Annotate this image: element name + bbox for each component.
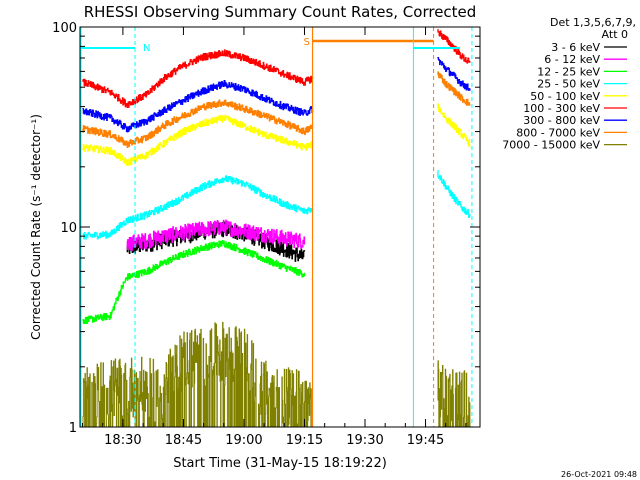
- legend-label-8: 7000 - 15000 keV: [502, 139, 600, 152]
- x-tick-label-3: 19:15: [286, 433, 323, 448]
- legend-label-2: 12 - 25 keV: [537, 65, 600, 78]
- legend-label-1: 6 - 12 keV: [544, 53, 600, 66]
- series-line-300-800keV: [437, 57, 471, 91]
- marker-label-saa: S: [304, 37, 310, 48]
- legend-label-5: 100 - 300 keV: [523, 102, 600, 115]
- series-line-6-12keV: [126, 219, 306, 252]
- chart-title: RHESSI Observing Summary Count Rates, Co…: [84, 3, 477, 21]
- series-line-100-300keV: [82, 49, 314, 108]
- y-tick-label-2: 100: [52, 21, 77, 36]
- plot-area: NS: [80, 27, 473, 428]
- legend-label-0: 3 - 6 keV: [551, 41, 600, 54]
- series-line-800-7000keV: [437, 71, 471, 106]
- series-line-12-25keV: [82, 240, 306, 325]
- series-line-50-100keV: [437, 103, 471, 148]
- series-line-7000-15000keV: [437, 360, 471, 428]
- series-line-7000-15000keV: [82, 321, 313, 428]
- series-line-25-50keV: [437, 170, 471, 218]
- y-tick-label-0: 1: [69, 421, 77, 436]
- legend-header-line-2: Att 0: [602, 28, 628, 41]
- legend-label-6: 300 - 800 keV: [523, 114, 600, 127]
- footer-date: 26-Oct-2021 09:48: [561, 470, 637, 479]
- legend-header-line-1: Det 1,3,5,6,7,9,: [550, 16, 636, 29]
- y-axis-label: Corrected Count Rate (s⁻¹ detector⁻¹): [29, 114, 43, 340]
- series-line-25-50keV: [82, 175, 314, 240]
- legend-label-3: 25 - 50 keV: [537, 78, 600, 91]
- series-line-300-800keV: [82, 79, 314, 133]
- x-tick-label-5: 19:45: [407, 433, 444, 448]
- axes: 18:30 18:45 19:00 19:15 19:30 19:45 1 10 100: [52, 21, 481, 448]
- series-line-50-100keV: [82, 114, 314, 167]
- x-tick-label-1: 18:45: [165, 433, 202, 448]
- legend-label-4: 50 - 100 keV: [530, 90, 600, 103]
- x-axis-label: Start Time (31-May-15 18:19:22): [173, 456, 387, 471]
- series-line-800-7000keV: [82, 99, 314, 148]
- x-tick-label-2: 19:00: [225, 433, 262, 448]
- y-tick-label-1: 10: [60, 221, 77, 236]
- series-line-3-6keV: [126, 221, 306, 262]
- x-tick-label-0: 18:30: [104, 433, 141, 448]
- legend-label-7: 800 - 7000 keV: [516, 126, 600, 139]
- marker-label-night: N: [143, 43, 150, 54]
- x-tick-label-4: 19:30: [346, 433, 383, 448]
